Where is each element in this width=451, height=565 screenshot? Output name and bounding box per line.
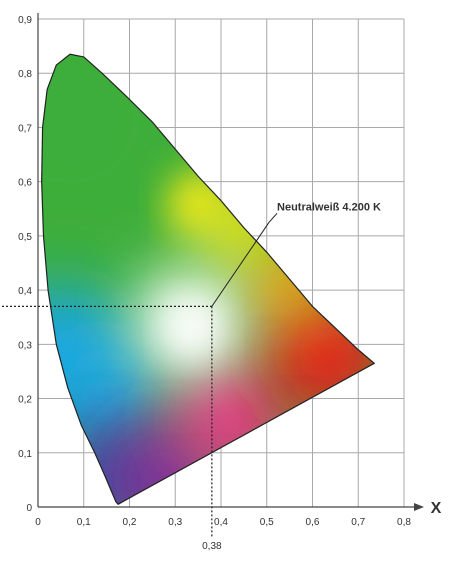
tick-labels: 0 0,1 0,2 0,3 0,4 0,5 0,6 0,7 0,8 0 0,1 0,2 0,3 0,4 0,… [18, 15, 411, 528]
x-tick-label: 0,8 [397, 517, 411, 528]
y-tick-label: 0,7 [18, 123, 32, 134]
y-tick-label: 0 [26, 503, 32, 514]
y-tick-label: 0,8 [18, 69, 32, 80]
x-tick-label: 0,3 [168, 517, 182, 528]
y-tick-label: 0,4 [18, 286, 32, 297]
annotation-label: Neutralweiß 4.200 K [277, 201, 381, 213]
axes [37, 13, 424, 511]
x-tick-label: 0,4 [214, 517, 228, 528]
y-tick-label: 0,1 [18, 449, 32, 460]
y-tick-label: 0,2 [18, 395, 32, 406]
y-tick-label: 0,6 [18, 178, 32, 189]
x-tick-label: 0,1 [77, 517, 91, 528]
annotation: Neutralweiß 4.200 K 0,38 [2, 201, 381, 552]
annotation-leader-line [211, 222, 270, 307]
y-tick-label: 0,3 [18, 340, 32, 351]
y-tick-label: 0,9 [18, 15, 32, 26]
x-tick-label: 0 [35, 517, 41, 528]
annotation-x-value: 0,38 [202, 541, 222, 552]
x-tick-label: 0,6 [306, 517, 320, 528]
locus-outline [41, 53, 375, 505]
x-axis-label: X [431, 500, 442, 517]
gamut-yellow-2 [168, 173, 229, 234]
gamut-white-core [168, 303, 219, 354]
annotation-leader-tail [268, 213, 278, 223]
spectral-locus-line [41, 53, 375, 505]
x-tick-label: 0,2 [123, 517, 137, 528]
y-tick-label: 0,5 [18, 232, 32, 243]
x-tick-label: 0,5 [260, 517, 274, 528]
x-tick-label: 0,7 [351, 517, 365, 528]
x-axis-arrowhead [414, 503, 424, 511]
